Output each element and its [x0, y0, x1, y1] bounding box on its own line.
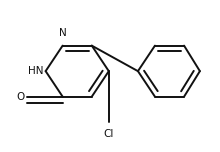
Text: HN: HN — [28, 66, 43, 76]
Text: Cl: Cl — [104, 130, 114, 139]
Text: N: N — [59, 28, 66, 38]
Text: O: O — [17, 92, 25, 102]
